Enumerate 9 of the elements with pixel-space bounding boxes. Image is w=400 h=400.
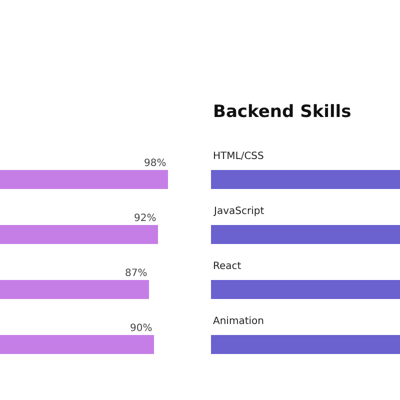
y-tick-label: JavaScript xyxy=(213,206,264,217)
data-label: 87% xyxy=(125,268,148,279)
y-tick-label: HTML/CSS xyxy=(213,151,264,162)
data-label: 90% xyxy=(130,323,152,334)
data-label: 92% xyxy=(134,213,156,224)
data-label: 98% xyxy=(144,158,166,169)
y-tick-label: Animation xyxy=(213,316,264,327)
y-tick-label: React xyxy=(213,261,242,272)
chart-title: Backend Skills xyxy=(213,102,352,122)
